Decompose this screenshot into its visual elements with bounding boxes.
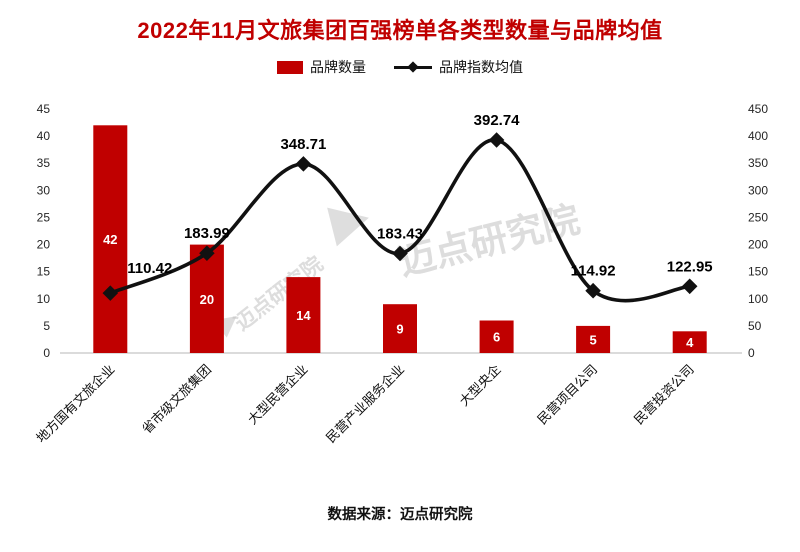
- line-value-label: 114.92: [571, 263, 616, 280]
- x-axis-label: 省市级文旅集团: [139, 362, 214, 437]
- bar-series-swatch-icon: [277, 60, 303, 74]
- bar-value-label: 42: [103, 232, 117, 247]
- legend-item-bar-series: 品牌数量: [277, 57, 366, 77]
- bar-value-label: 4: [686, 335, 694, 350]
- line-value-label: 183.43: [377, 226, 423, 243]
- left-axis-tick: 40: [37, 129, 51, 143]
- line-marker: [199, 245, 215, 261]
- legend-item-line-series: 品牌指数均值: [394, 57, 523, 77]
- line-marker: [488, 132, 505, 148]
- left-axis-tick: 30: [37, 183, 51, 197]
- bar-value-label: 5: [589, 332, 596, 347]
- right-axis-tick: 200: [748, 238, 768, 252]
- line-value-label: 348.71: [280, 136, 326, 153]
- right-axis-tick: 50: [748, 319, 762, 333]
- bar: [479, 320, 514, 353]
- line-marker: [681, 278, 698, 295]
- left-axis-tick: 25: [37, 210, 51, 224]
- left-axis-tick: 45: [37, 102, 51, 116]
- data-source: 数据来源：迈点研究院: [327, 507, 473, 523]
- bar-value-label: 6: [493, 330, 500, 345]
- x-axis-label: 大型央企: [456, 362, 503, 409]
- right-axis-tick: 250: [748, 210, 768, 224]
- right-axis-tick: 100: [748, 292, 768, 306]
- line-value-label: 110.42: [127, 260, 172, 277]
- diamond-marker-icon: [407, 61, 419, 73]
- bar-value-label: 20: [200, 292, 214, 307]
- left-axis-tick: 15: [37, 265, 51, 279]
- chart-title: 2022年11月文旅集团百强榜单各类型数量与品牌均值: [137, 18, 663, 43]
- line-series-swatch-icon: [394, 61, 432, 73]
- x-axis-label: 民营产业服务企业: [323, 362, 407, 446]
- left-axis-tick: 35: [37, 156, 51, 170]
- line-marker: [295, 156, 312, 172]
- x-axis-label: 地方国有文旅企业: [33, 362, 117, 446]
- right-axis-tick: 300: [748, 183, 768, 197]
- x-axis-label: 民营项目公司: [534, 362, 600, 428]
- x-axis-label: 大型民营企业: [245, 362, 311, 428]
- right-axis-tick: 150: [748, 265, 768, 279]
- right-axis-tick: 450: [748, 102, 768, 116]
- bar: [672, 331, 707, 353]
- left-axis-tick: 0: [43, 346, 50, 360]
- right-axis-tick: 400: [748, 129, 768, 143]
- right-axis-tick: 350: [748, 156, 768, 170]
- line-value-label: 122.95: [667, 258, 713, 275]
- left-axis-tick: 10: [37, 292, 51, 306]
- legend-label-line-series: 品牌指数均值: [439, 59, 523, 75]
- bar-value-label: 9: [396, 322, 403, 337]
- x-axis-label: 民营投资公司: [631, 362, 697, 428]
- legend-label-bar-series: 品牌数量: [310, 59, 366, 75]
- bar: [93, 125, 128, 353]
- legend: 品牌数量 品牌指数均值: [0, 57, 800, 77]
- combo-chart: 迈点研究院迈点研究院051015202530354045050100150200…: [33, 102, 768, 446]
- bar: [189, 244, 224, 353]
- bar: [383, 304, 417, 353]
- bar: [286, 277, 321, 353]
- bar-value-label: 14: [296, 308, 311, 323]
- bar: [576, 325, 611, 353]
- line-value-label: 183.99: [184, 225, 230, 242]
- left-axis-tick: 20: [37, 238, 51, 252]
- line-value-label: 392.74: [474, 112, 521, 129]
- left-axis-tick: 5: [43, 319, 50, 333]
- right-axis-tick: 0: [748, 346, 755, 360]
